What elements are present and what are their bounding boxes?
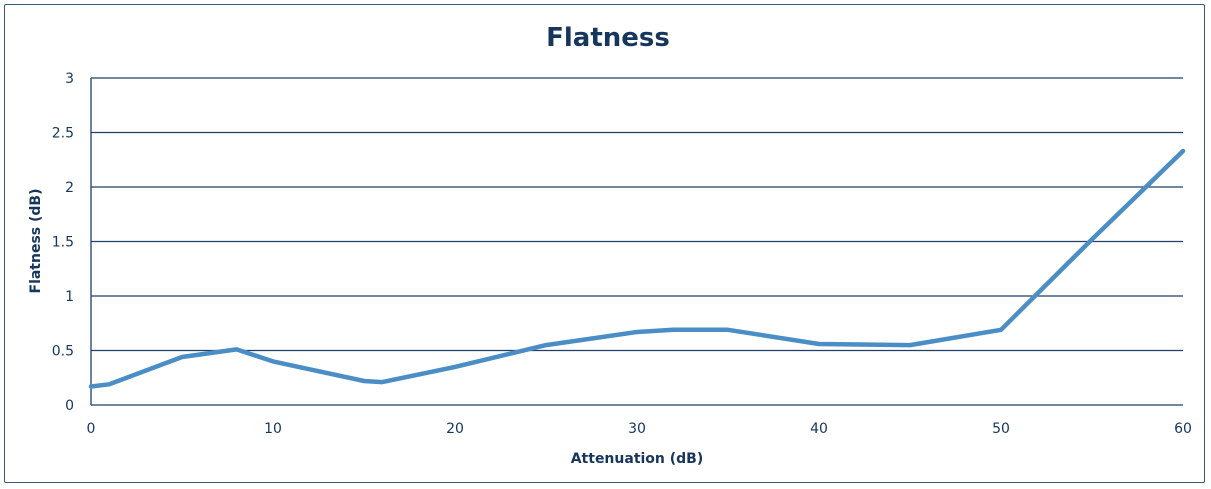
y-tick-label: 3 <box>65 71 74 87</box>
y-tick-label: 1.5 <box>52 235 74 251</box>
x-tick-label: 0 <box>87 421 96 437</box>
y-tick-label: 0.5 <box>52 344 74 360</box>
x-tick-label: 30 <box>628 421 646 437</box>
y-tick-labels: 0 0.5 1 1.5 2 2.5 3 <box>52 71 74 414</box>
series-line <box>88 148 1186 389</box>
x-tick-label: 20 <box>446 421 464 437</box>
y-tick-label: 1 <box>65 289 74 305</box>
y-axis-label: Flatness (dB) <box>28 189 44 294</box>
y-tick-label: 2.5 <box>52 126 74 142</box>
x-tick-labels: 0 10 20 30 40 50 60 <box>87 421 1192 437</box>
x-tick-label: 60 <box>1174 421 1192 437</box>
series-layer <box>88 148 1186 389</box>
gridlines <box>91 77 1183 406</box>
y-tick-label: 0 <box>65 398 74 414</box>
chart-frame <box>4 4 1205 483</box>
x-tick-label: 50 <box>992 421 1010 437</box>
x-tick-label: 10 <box>264 421 282 437</box>
x-tick-label: 40 <box>810 421 828 437</box>
chart-title: Flatness <box>546 23 670 53</box>
y-tick-label: 2 <box>65 180 74 196</box>
x-axis-label: Attenuation (dB) <box>571 451 704 467</box>
